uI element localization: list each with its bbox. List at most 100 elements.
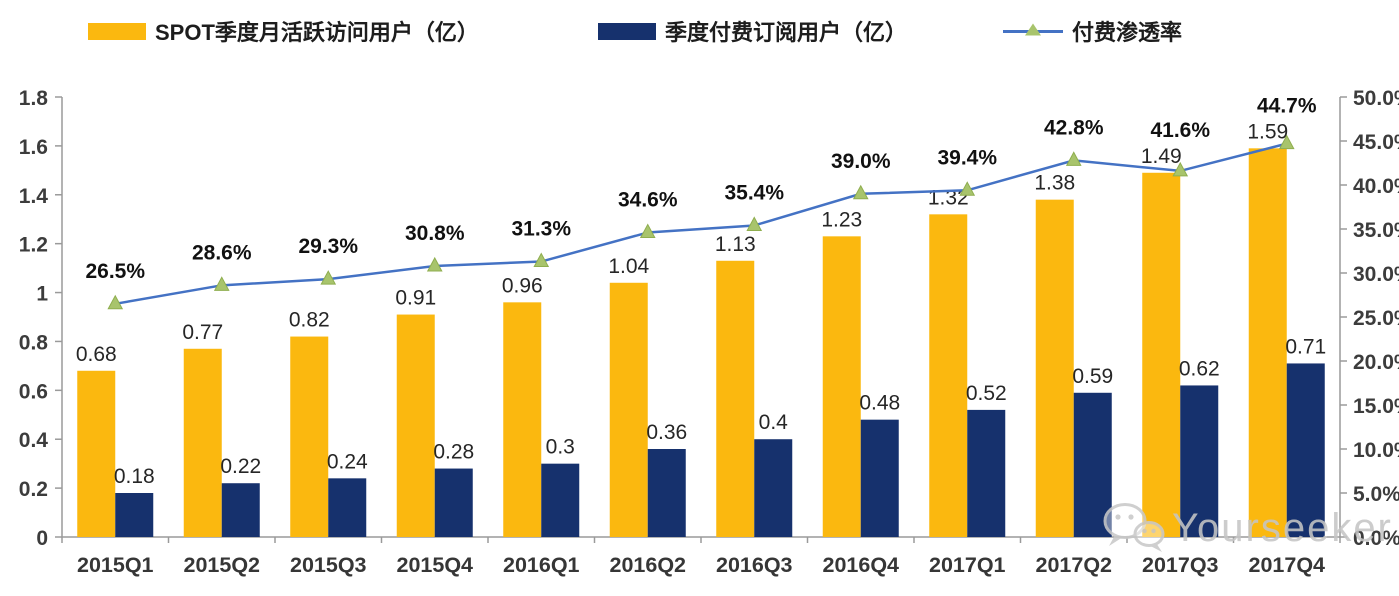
bar-mau <box>1248 148 1287 538</box>
right-axis-label: 35.0% <box>1353 219 1399 242</box>
bar-label-subs: 0.59 <box>1072 365 1113 388</box>
bar-label-mau: 1.13 <box>715 233 756 256</box>
left-axis-label: 1.6 <box>19 136 48 159</box>
pct-label: 26.5% <box>85 260 145 283</box>
bars-subs <box>115 363 1325 537</box>
bar-label-subs: 0.4 <box>759 411 789 434</box>
legend-label-subs: 季度付费订阅用户（亿） <box>665 20 908 45</box>
x-axis-label: 2017Q1 <box>929 553 1006 577</box>
legend-item-subs: 季度付费订阅用户（亿） <box>598 16 907 46</box>
right-axis-label: 40.0% <box>1353 175 1399 198</box>
left-axis-label: 0.6 <box>19 380 48 403</box>
x-axis-label: 2017Q4 <box>1248 553 1325 577</box>
bar-label-subs: 0.18 <box>114 465 155 488</box>
bar-mau <box>77 370 116 537</box>
x-axis-label: 2015Q3 <box>290 553 367 577</box>
bar-subs <box>860 419 899 537</box>
line-marker <box>533 252 550 268</box>
bar-mau <box>716 260 755 537</box>
line-marker <box>1065 151 1082 166</box>
bar-subs <box>541 463 580 537</box>
left-axis-label: 1.2 <box>19 234 48 257</box>
pct-label: 29.3% <box>298 235 358 258</box>
bar-subs <box>328 478 367 537</box>
right-axis-label: 15.0% <box>1353 395 1399 418</box>
line-marker <box>959 181 976 196</box>
bar-mau <box>503 302 542 537</box>
right-axis-label: 25.0% <box>1353 307 1399 330</box>
axes: 1.8 1.6 1.4 1.2 1 0.8 0.6 0.4 0.2 0 50.0% 45.0% 40.0… <box>19 87 1399 550</box>
pct-label: 31.3% <box>511 218 571 241</box>
left-axis-label: 0.2 <box>19 478 48 501</box>
left-axis-label: 0.4 <box>19 429 49 452</box>
right-axis-label: 0.0% <box>1353 527 1399 550</box>
bar-label-mau: 0.82 <box>289 309 330 332</box>
bar-mau <box>290 336 329 537</box>
pct-label: 34.6% <box>618 189 678 212</box>
pct-label: 35.4% <box>724 181 784 204</box>
pct-label: 39.0% <box>831 150 891 173</box>
bar-subs <box>967 409 1006 537</box>
x-axis-label: 2015Q2 <box>183 553 260 577</box>
bars-mau <box>77 148 1287 538</box>
x-axis-label: 2017Q2 <box>1035 553 1112 577</box>
line-marker <box>107 294 124 310</box>
bar-subs <box>1286 363 1325 537</box>
right-axis-label: 50.0% <box>1353 87 1399 110</box>
bar-subs <box>221 483 260 537</box>
pct-labels: 26.5% 28.6% 29.3% 30.8% 31.3% 34.6% 35.4% 39.0%… <box>85 94 1316 282</box>
bar-label-subs: 0.28 <box>433 441 474 464</box>
bar-subs <box>434 468 473 537</box>
bar-label-mau: 0.91 <box>395 287 436 310</box>
legend-item-penetration: 付费渗透率 <box>1003 16 1182 46</box>
bar-label-subs: 0.3 <box>546 436 575 459</box>
bar-mau <box>1035 199 1074 537</box>
bar-subs <box>1180 385 1219 537</box>
pct-label: 42.8% <box>1044 116 1104 139</box>
line-marker <box>1172 161 1189 177</box>
x-axis-label: 2016Q1 <box>503 553 580 577</box>
pct-label: 28.6% <box>192 241 252 264</box>
line-marker <box>213 276 230 291</box>
bar-label-mau: 1.38 <box>1034 172 1075 195</box>
left-axis-label: 1.8 <box>19 87 49 110</box>
subs-swatch <box>598 22 656 40</box>
legend-label-penetration: 付费渗透率 <box>1072 20 1183 45</box>
bar-labels-mau: 0.680.770.820.910.961.041.131.231.321.38… <box>76 120 1288 365</box>
bar-label-mau: 0.77 <box>182 321 223 344</box>
penetration-line-swatch <box>1003 23 1063 36</box>
bar-mau <box>822 236 861 538</box>
bar-subs <box>115 493 154 537</box>
x-axis-label: 2016Q2 <box>609 553 686 577</box>
x-axis-label: 2016Q3 <box>716 553 793 577</box>
bar-label-subs: 0.48 <box>859 392 900 415</box>
bar-label-mau: 1.23 <box>821 208 862 231</box>
right-axis-label: 30.0% <box>1353 263 1399 286</box>
bar-mau <box>396 314 435 537</box>
bar-labels-subs: 0.18 0.22 0.24 0.28 0.3 0.36 0.4 0.48 0.52 0.59 0.… <box>114 335 1326 488</box>
bar-label-mau: 0.68 <box>76 343 117 366</box>
chart-legend: SPOT季度月活跃访问用户（亿） 季度付费订阅用户（亿） 付费渗透率 <box>0 0 1399 56</box>
bar-subs <box>754 439 793 537</box>
left-axis-label: 1.4 <box>19 185 49 208</box>
pct-label: 39.4% <box>937 146 997 169</box>
bar-mau <box>1142 172 1181 537</box>
bar-subs <box>647 449 686 537</box>
bar-label-subs: 0.24 <box>327 450 368 473</box>
line-marker <box>746 216 763 231</box>
bar-mau <box>609 282 648 537</box>
x-labels: 2015Q1 2015Q2 2015Q3 2015Q4 2016Q1 2016Q2 2016… <box>77 553 1325 577</box>
pct-label: 44.7% <box>1257 94 1317 117</box>
legend-item-mau: SPOT季度月活跃访问用户（亿） <box>88 16 479 46</box>
bar-label-mau: 1.59 <box>1247 120 1288 143</box>
bar-mau <box>929 214 968 538</box>
bar-subs <box>1073 392 1112 537</box>
bar-label-subs: 0.71 <box>1285 335 1326 358</box>
line-marker <box>320 270 337 285</box>
line-marker <box>1278 134 1295 150</box>
right-axis-label: 5.0% <box>1353 483 1399 506</box>
mau-swatch <box>88 22 146 40</box>
x-axis-label: 2015Q1 <box>77 553 154 577</box>
bar-label-subs: 0.52 <box>966 382 1007 405</box>
